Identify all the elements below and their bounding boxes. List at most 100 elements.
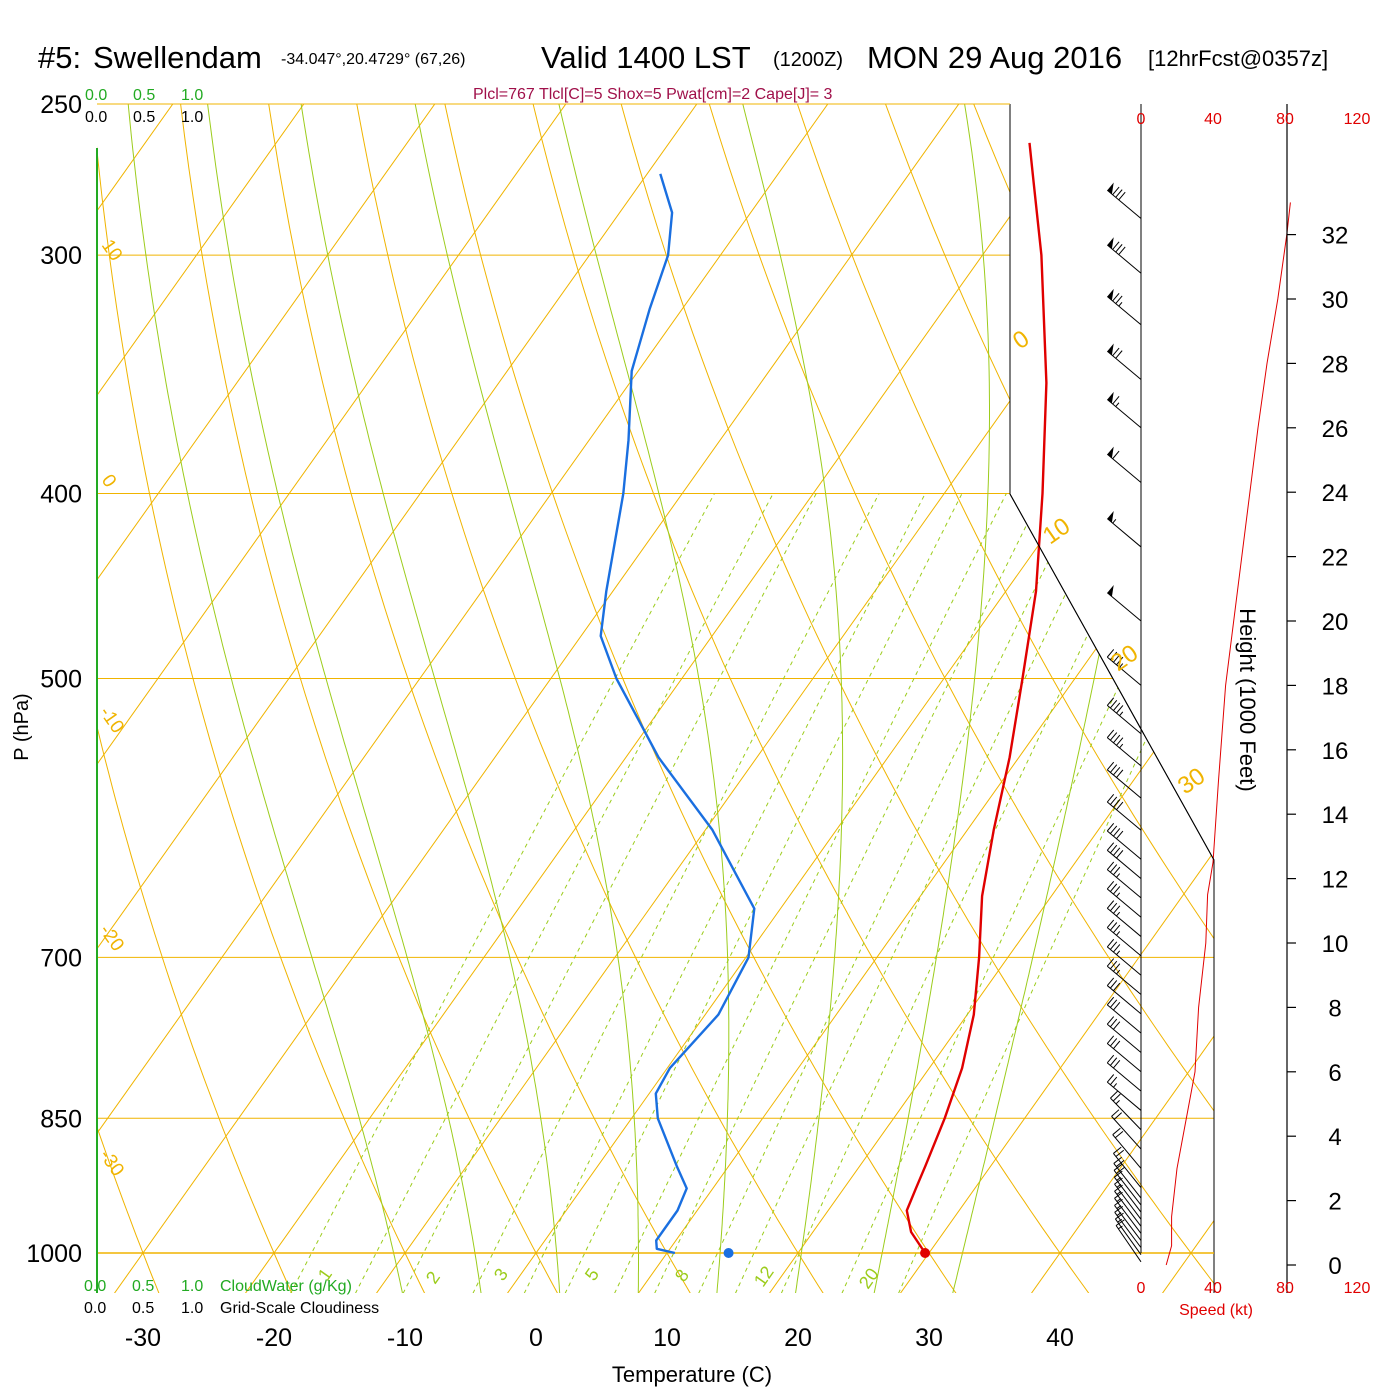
- wind-barb-40: [1106, 182, 1142, 219]
- mixing-ratio-line-3: [564, 493, 963, 1293]
- wind-barb-feather: [1116, 705, 1124, 714]
- wind-barb-19: [1106, 977, 1142, 1015]
- wind-barb-feather: [1113, 905, 1121, 914]
- speed-tick-top-120: 120: [1344, 111, 1371, 128]
- wind-barb-staff: [1113, 1153, 1142, 1189]
- isotherm--60: [97, 104, 698, 1293]
- wind-barb-feather: [1113, 799, 1121, 808]
- wind-barb-staff: [1113, 1176, 1142, 1213]
- isotherm--50: [97, 104, 829, 1293]
- wind-barb-staff: [1106, 399, 1142, 429]
- forecast-info: [12hrFcst@0357z]: [1148, 46, 1328, 71]
- wind-barb-feather: [1113, 847, 1121, 856]
- wind-barb-26: [1106, 842, 1142, 879]
- wind-barb-staff: [1110, 1097, 1142, 1131]
- wind-barb-feather: [1113, 982, 1121, 992]
- wind-barb-feather: [1109, 1018, 1118, 1028]
- wind-barb-half-feather: [1112, 519, 1117, 524]
- wind-barb-staff: [1106, 350, 1142, 380]
- wind-barb-feather: [1109, 999, 1118, 1008]
- wind-barb-staff: [1106, 907, 1142, 937]
- temperature-tick--30: -30: [125, 1324, 161, 1352]
- wind-barb-half-feather: [1116, 950, 1121, 955]
- dry-adiabat-70: [741, 104, 1214, 1293]
- wind-barb-feather: [1106, 1035, 1115, 1044]
- wind-barb-feather: [1109, 732, 1118, 741]
- wind-barb-staff: [1114, 1205, 1142, 1241]
- height-tick-0: 0: [1328, 1253, 1341, 1280]
- wind-barb-feather: [1114, 1130, 1124, 1139]
- wind-barb-feather: [1113, 944, 1121, 953]
- dry-adiabat-label--20: -20: [95, 921, 128, 956]
- mixing-ratio-line-9: [614, 493, 1007, 1293]
- wind-barb-feather: [1106, 880, 1115, 890]
- wind-barb-staff: [1106, 296, 1142, 326]
- wind-barb-feather: [1109, 902, 1118, 912]
- wind-barb-feather: [1118, 191, 1126, 201]
- mixing-ratio-line-6: [841, 493, 1210, 1293]
- wind-barb-feather: [1109, 980, 1118, 989]
- wind-barb-feather: [1115, 244, 1123, 253]
- wind-barb-feather: [1109, 764, 1118, 773]
- cloudwater-label: CloudWater (g/Kg): [220, 1278, 352, 1295]
- wind-barb-staff: [1106, 705, 1142, 735]
- wind-barb-37: [1106, 343, 1142, 380]
- wind-barb-14: [1106, 1074, 1142, 1111]
- wind-barb-22: [1106, 919, 1142, 957]
- wind-barb-feather: [1113, 654, 1121, 663]
- surface-temperature-dot: [920, 1248, 931, 1258]
- cloudiness-label: Grid-Scale Cloudiness: [220, 1300, 379, 1317]
- wind-barb-13: [1110, 1090, 1142, 1131]
- speed-tick-bottom-40: 40: [1204, 1280, 1222, 1297]
- dry-adiabat-label--30: -30: [95, 1146, 128, 1181]
- wind-barb-feather: [1109, 700, 1118, 709]
- wind-barb-12: [1111, 1109, 1142, 1150]
- wind-barb-feather: [1116, 769, 1124, 778]
- wind-barb-staff: [1106, 869, 1142, 899]
- wind-barb-27: [1106, 823, 1142, 860]
- cloudiness-scale-top-1: 0.5: [133, 109, 155, 126]
- wind-barb-feather: [1113, 963, 1121, 972]
- speed-tick-bottom-80: 80: [1276, 1280, 1294, 1297]
- height-tick-12: 12: [1322, 867, 1349, 894]
- wind-barb-feather: [1113, 1002, 1121, 1011]
- wind-barb-feather: [1106, 919, 1115, 928]
- wind-barb-29: [1106, 761, 1142, 799]
- dry-adiabat--40: [0, 0, 40, 1332]
- mixing-ratio-line-10: [698, 493, 1082, 1293]
- height-tick-2: 2: [1328, 1189, 1341, 1216]
- cloudiness-scale-bottom-1: 0.5: [132, 1300, 154, 1317]
- wind-barb-half-feather: [1118, 301, 1123, 307]
- wind-barb-staff: [1106, 830, 1142, 860]
- dry-adiabat--20: [97, 104, 311, 1293]
- wind-barb-staff: [1106, 1023, 1142, 1053]
- wind-barb-feather: [1116, 1166, 1125, 1174]
- moist-adiabat-4: [520, 104, 730, 1293]
- wind-barb-staff: [1115, 1225, 1142, 1263]
- valid-time: Valid 1400 LST: [541, 40, 751, 75]
- wind-barb-17: [1106, 1016, 1142, 1053]
- temperature-tick-20: 20: [784, 1324, 812, 1352]
- isotherm--70: [97, 104, 567, 1293]
- moist-adiabat-5: [697, 104, 844, 1293]
- wind-barb-feather: [1109, 864, 1118, 873]
- speed-tick-top-80: 80: [1276, 111, 1294, 128]
- wind-barb-39: [1106, 237, 1142, 274]
- wind-barb-feather: [1109, 941, 1118, 950]
- wind-barb-feather: [1106, 996, 1115, 1006]
- wind-barb-staff: [1106, 1004, 1142, 1034]
- wind-barb-feather: [1111, 1109, 1120, 1117]
- wind-barb-0: [1115, 1219, 1142, 1263]
- wind-barb-34: [1106, 510, 1142, 548]
- cloudwater-scale-bottom-2: 1.0: [181, 1278, 203, 1295]
- wind-barb-feather: [1113, 1021, 1121, 1030]
- cloudwater-scale-bottom-1: 0.5: [132, 1278, 154, 1295]
- wind-barb-feather: [1112, 450, 1120, 460]
- isotherm-50: [1161, 104, 1214, 1293]
- wind-barb-half-feather: [1115, 1100, 1120, 1105]
- line-dewpoint: [599, 173, 756, 1255]
- isotherm-0: [506, 104, 1214, 1293]
- isotherm-10: [637, 104, 1214, 1293]
- wind-barb-staff: [1114, 1198, 1142, 1234]
- speed-axis-title: Speed (kt): [1179, 1302, 1253, 1319]
